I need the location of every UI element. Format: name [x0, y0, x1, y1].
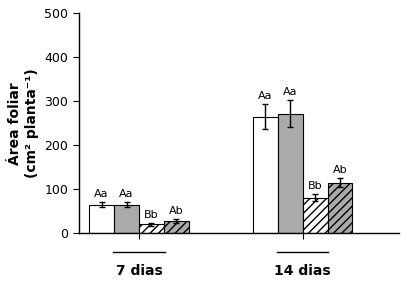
Text: 7 dias: 7 dias	[116, 264, 162, 278]
Y-axis label: Área foliar
(cm² planta⁻¹): Área foliar (cm² planta⁻¹)	[8, 68, 39, 178]
Bar	[278, 114, 303, 233]
Bar	[303, 198, 328, 233]
Text: Aa: Aa	[283, 87, 298, 97]
Bar	[164, 221, 189, 233]
Text: 14 dias: 14 dias	[274, 264, 331, 278]
Text: Bb: Bb	[308, 181, 322, 191]
Bar	[253, 117, 278, 233]
Bar	[328, 182, 352, 233]
Text: Aa: Aa	[258, 91, 273, 101]
Bar	[89, 204, 114, 233]
Text: Aa: Aa	[119, 189, 134, 199]
Text: Aa: Aa	[94, 189, 109, 199]
Text: Ab: Ab	[169, 206, 184, 216]
Bar	[139, 224, 164, 233]
Text: Ab: Ab	[333, 165, 347, 175]
Bar	[114, 204, 139, 233]
Text: Bb: Bb	[144, 210, 159, 220]
